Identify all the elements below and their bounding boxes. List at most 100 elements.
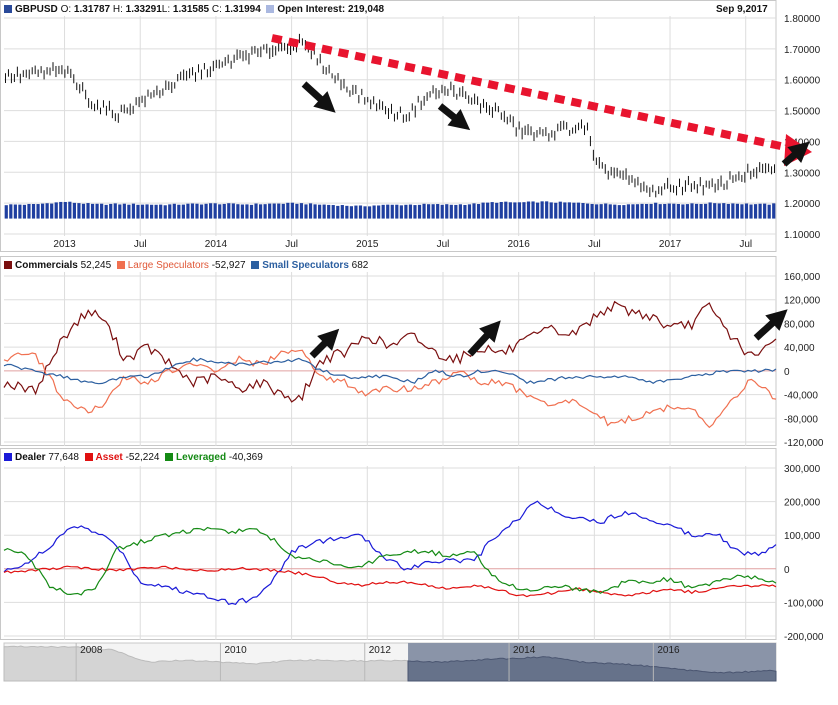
price-xtick-label: Jul [285, 239, 298, 250]
open-interest-bar [308, 203, 313, 219]
open-interest-bar [354, 205, 358, 219]
small-spec-swatch [251, 261, 260, 269]
open-interest-bar [54, 202, 58, 219]
open-interest-bar [100, 203, 104, 219]
open-interest-bar [122, 203, 126, 219]
price-xtick-label: 2013 [53, 239, 76, 250]
open-interest-bar [222, 203, 226, 219]
open-interest-bar [635, 204, 640, 219]
open-interest-bar [772, 203, 776, 219]
open-value: 1.31787 [73, 4, 111, 15]
open-interest-bar [649, 203, 653, 219]
asset-line [3, 565, 777, 598]
price-ytick-label: 1.40000 [784, 137, 821, 148]
open-interest-bar [395, 204, 399, 219]
open-interest-bar [431, 204, 435, 219]
open-interest-bar [549, 202, 553, 219]
oi-swatch [266, 5, 275, 13]
open-interest-bar [744, 203, 749, 219]
open-interest-bar [286, 202, 290, 219]
open-interest-bar [177, 204, 181, 219]
open-interest-bar [508, 202, 512, 219]
open-interest-bar [268, 203, 272, 219]
dealer-label: Dealer [15, 452, 46, 463]
open-interest-bar [631, 204, 635, 219]
open-interest-bar [540, 201, 544, 219]
price-ytick-label: 1.50000 [784, 107, 821, 118]
open-interest-bar [753, 204, 758, 219]
open-interest-bar [654, 202, 658, 219]
open-interest-bar [204, 203, 208, 219]
open-interest-bar [27, 203, 31, 219]
open-interest-bar [763, 203, 767, 219]
price-xtick-label: 2014 [205, 239, 228, 250]
price-xtick-label: Jul [134, 239, 147, 250]
cot-ytick-label: -80,000 [784, 414, 818, 425]
cot-ytick-label: 160,000 [784, 272, 821, 283]
leveraged-value: -40,369 [228, 452, 263, 463]
open-interest-bar [399, 205, 403, 219]
open-interest-bar [590, 203, 594, 219]
open-interest-bar [713, 203, 717, 219]
open-interest-bar [658, 204, 662, 219]
open-interest-bar [277, 203, 281, 219]
open-interest-bar [436, 204, 440, 219]
open-interest-bar [690, 203, 694, 219]
open-interest-bar [31, 204, 36, 219]
open-interest-bar [467, 204, 472, 219]
navigator-year-label: 2010 [224, 645, 247, 656]
commercials-swatch [4, 261, 12, 269]
commercials-value: 52,245 [80, 260, 112, 271]
open-interest-bar [408, 204, 413, 219]
open-interest-bar [168, 204, 172, 219]
price-ytick-label: 1.10000 [784, 230, 821, 241]
open-interest-bar [608, 204, 612, 219]
panel-frame-3 [0, 448, 777, 640]
open-interest-bar [154, 204, 158, 219]
open-interest-bar [622, 205, 626, 219]
price-xtick-label: Jul [437, 239, 450, 250]
open-interest-bar [440, 204, 444, 219]
high-label: H: [112, 4, 123, 15]
open-interest-bar [131, 203, 136, 219]
open-interest-bar [726, 203, 730, 219]
open-interest-bar [749, 204, 753, 219]
navigator-area-history [3, 645, 409, 682]
close-label: C: [211, 4, 222, 15]
leveraged-label: Leveraged [176, 452, 227, 463]
open-interest-bar [526, 201, 531, 219]
open-interest-bar [190, 203, 195, 219]
open-interest-bar [626, 204, 631, 219]
low-value: 1.31585 [172, 4, 210, 15]
up-arrow-cot-1-head [317, 328, 340, 351]
open-interest-bar [685, 204, 690, 219]
open-interest-bar [127, 204, 131, 219]
open-interest-bar [404, 204, 408, 219]
dealer-value: 77,648 [48, 452, 79, 463]
open-interest-bar [231, 203, 235, 219]
open-interest-bar [613, 204, 617, 219]
disagg-legend: Dealer 77,648 Asset -52,224 Leveraged -4… [4, 452, 263, 463]
small-spec-value: 682 [351, 260, 369, 271]
open-interest-bar [372, 205, 376, 219]
open-interest-bar [595, 204, 599, 219]
open-interest-bar [644, 203, 649, 219]
price-swatch [4, 5, 12, 13]
open-interest-bar [422, 203, 426, 219]
open-interest-bar [704, 203, 708, 219]
oi-label: Open Interest: [277, 4, 346, 15]
open-interest-bar [86, 203, 90, 219]
open-interest-bar [240, 204, 245, 219]
open-interest-bar [41, 203, 45, 219]
open-interest-bar [236, 204, 240, 219]
open-interest-bar [481, 202, 485, 219]
disagg-ytick-label: 200,000 [784, 498, 821, 509]
open-interest-bar [172, 203, 176, 219]
disagg-ytick-label: 0 [784, 565, 790, 576]
large-spec-value: -52,927 [211, 260, 246, 271]
date-label: Sep 9,2017 [716, 4, 768, 15]
cot-ytick-label: 40,000 [784, 343, 815, 354]
open-interest-bar [722, 203, 726, 219]
price-xtick-label: 2015 [356, 239, 379, 250]
